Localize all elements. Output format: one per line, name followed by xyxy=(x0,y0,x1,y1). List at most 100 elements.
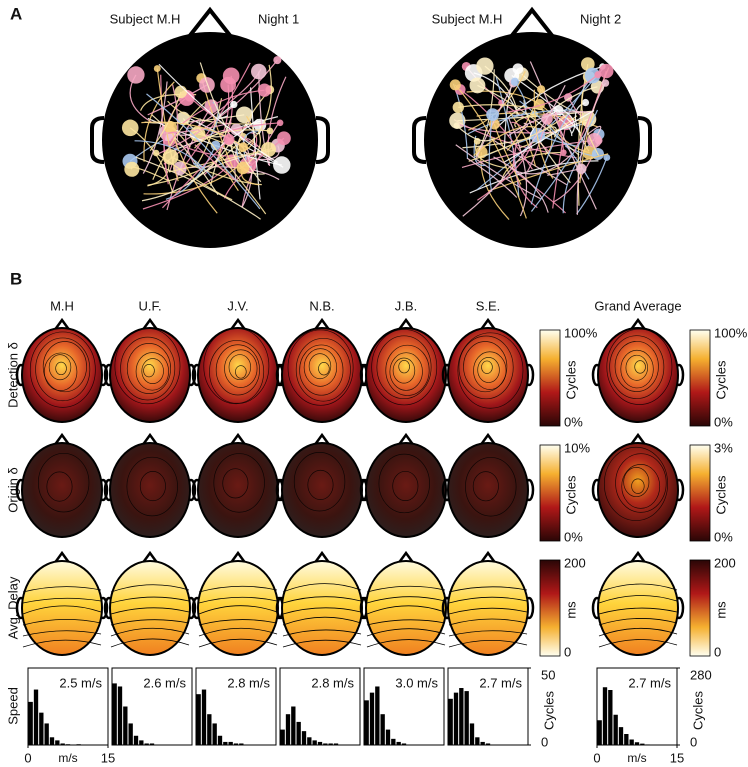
subject-label: Subject M.H xyxy=(110,11,181,26)
trajectory xyxy=(567,97,583,116)
contour xyxy=(46,471,73,502)
origin-dot xyxy=(152,149,160,157)
trajectory xyxy=(142,81,168,174)
bar xyxy=(291,706,296,745)
contour xyxy=(235,365,247,379)
nose xyxy=(396,317,416,332)
trajectory xyxy=(466,157,518,198)
trajectory xyxy=(135,156,261,220)
ear xyxy=(90,116,105,164)
colorbar-bottom: 0% xyxy=(564,414,583,429)
bar xyxy=(634,742,640,745)
nose xyxy=(140,317,160,332)
contour xyxy=(481,360,493,374)
topomap xyxy=(109,442,191,538)
chart-title: 2.7 m/s xyxy=(479,675,522,690)
subject-label: N.B. xyxy=(309,298,334,313)
contour xyxy=(209,340,265,404)
grand-average-label: Grand Average xyxy=(594,298,681,313)
trajectory xyxy=(531,109,599,212)
x-tick-label: 15 xyxy=(101,750,115,765)
nose xyxy=(228,550,248,565)
colorbar-label: Cycles xyxy=(713,475,728,515)
contour xyxy=(198,638,278,648)
origin-dot xyxy=(581,57,595,71)
contour xyxy=(448,607,528,615)
nose xyxy=(508,6,556,40)
contour xyxy=(623,467,650,498)
origin-dot xyxy=(469,77,486,94)
topomap xyxy=(365,442,447,538)
trajectory xyxy=(526,118,548,173)
chart-title: 2.5 m/s xyxy=(59,675,102,690)
bar xyxy=(317,741,323,745)
trajectory xyxy=(476,69,603,191)
contour xyxy=(22,605,102,615)
bar xyxy=(640,743,645,745)
colorbar xyxy=(539,329,561,427)
bar xyxy=(624,734,629,745)
bar xyxy=(485,743,491,745)
bar xyxy=(117,686,123,745)
topomap xyxy=(197,560,279,656)
night-label: Night 1 xyxy=(258,11,299,26)
panel-a: A Subject M.H Night 1 Subject M.H Night 2 xyxy=(10,4,652,248)
contour xyxy=(222,468,249,499)
x-axis-label: m/s xyxy=(58,751,77,765)
bar xyxy=(618,727,624,745)
trajectory xyxy=(250,87,261,200)
nose xyxy=(52,432,72,447)
subject-label: U.F. xyxy=(138,298,161,313)
contour xyxy=(457,332,524,409)
colorbar-bottom: 0% xyxy=(564,529,583,544)
trajectory xyxy=(143,165,240,195)
colorbar-bottom: 0 xyxy=(714,644,721,659)
colorbar-top: 200 xyxy=(714,555,736,570)
origin-dot xyxy=(235,106,253,124)
contour xyxy=(458,335,514,400)
contour xyxy=(282,639,362,648)
x-tick-label: 0 xyxy=(24,750,31,765)
nose xyxy=(478,317,498,332)
bar xyxy=(301,731,307,745)
contour xyxy=(135,352,169,391)
trajectory xyxy=(258,71,270,166)
trajectory xyxy=(156,68,179,182)
contour xyxy=(448,586,528,593)
trajectory xyxy=(182,89,265,124)
y-tick-label: 0 xyxy=(690,734,697,749)
bar xyxy=(207,714,212,745)
topomap xyxy=(365,327,447,423)
chart-title: 2.8 m/s xyxy=(311,675,354,690)
subject-label: J.V. xyxy=(227,298,248,313)
trajectory xyxy=(155,152,233,201)
trajectory xyxy=(247,64,272,146)
contour xyxy=(465,457,517,517)
contour xyxy=(634,360,646,374)
trajectory xyxy=(218,104,235,119)
bar xyxy=(223,741,228,745)
contour xyxy=(472,471,499,502)
contour xyxy=(609,335,665,399)
trajectory xyxy=(576,157,608,215)
x-tick-label: 15 xyxy=(670,750,684,765)
contour xyxy=(44,352,78,392)
trajectory xyxy=(455,144,541,200)
origin-dot xyxy=(223,133,235,145)
origin-dot xyxy=(453,122,460,129)
trajectory xyxy=(529,61,597,210)
bar xyxy=(280,729,285,745)
contour xyxy=(213,453,265,513)
contour xyxy=(282,583,362,593)
contour xyxy=(22,630,102,637)
bar xyxy=(33,689,39,745)
bar xyxy=(39,712,44,745)
contour xyxy=(22,618,102,626)
nose xyxy=(52,550,72,565)
contour xyxy=(215,344,260,396)
topomap xyxy=(21,327,103,423)
bar xyxy=(328,743,333,745)
trajectory xyxy=(586,125,602,136)
contour xyxy=(224,349,258,388)
contour xyxy=(598,618,678,626)
